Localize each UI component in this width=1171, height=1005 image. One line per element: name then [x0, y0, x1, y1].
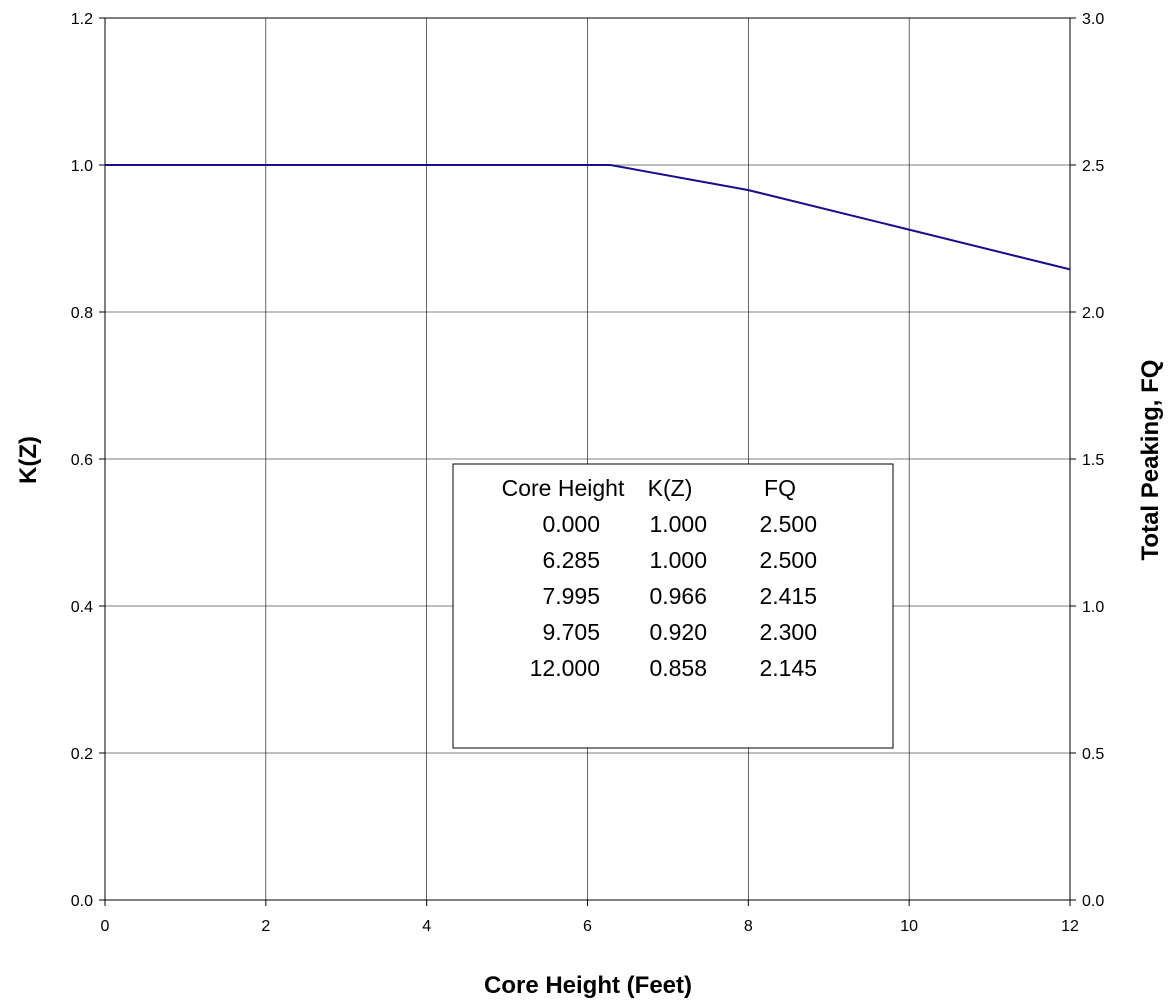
table-cell: 2.415 — [759, 583, 817, 609]
table-cell: 1.000 — [649, 547, 707, 573]
x-tick-label: 0 — [101, 918, 110, 935]
y2-tick-label: 1.0 — [1082, 599, 1104, 616]
x-tick-label: 8 — [744, 918, 753, 935]
y-tick-label: 0.4 — [71, 599, 93, 616]
table-cell: 1.000 — [649, 511, 707, 537]
kz-series-line — [105, 164, 1071, 271]
table-cell: 0.920 — [649, 619, 707, 645]
x-tick-label: 2 — [261, 918, 270, 935]
y2-tick-label: 2.5 — [1082, 158, 1104, 175]
y-tick-label: 1.0 — [71, 158, 93, 175]
y-tick-label: 0.8 — [71, 305, 93, 322]
table-cell: 0.858 — [649, 655, 707, 681]
table-box-border — [452, 463, 894, 749]
table-cell: 12.000 — [530, 655, 600, 681]
x-tick-label: 12 — [1061, 918, 1079, 935]
table-cell: 2.500 — [759, 511, 817, 537]
y2-tick-label: 0.5 — [1082, 746, 1104, 763]
y2-tick-label: 0.0 — [1082, 893, 1104, 910]
y-axis-title: K(Z) — [15, 436, 42, 484]
x-tick-label: 10 — [900, 918, 918, 935]
x-axis-title: Core Height (Feet) — [484, 972, 692, 999]
table-cell: 0.966 — [649, 583, 707, 609]
table-cell: 2.145 — [759, 655, 817, 681]
y2-axis-title: Total Peaking, FQ — [1137, 360, 1164, 561]
table-cell: 2.500 — [759, 547, 817, 573]
y2-tick-label: 1.5 — [1082, 452, 1104, 469]
grid-lines — [104, 17, 1071, 901]
table-header-cell: K(Z) — [648, 475, 693, 501]
data-table-box: Core Height K(Z) FQ 0.000 1.000 2.500 6.285 1.0… — [452, 463, 894, 749]
axis-ticks: 0 2 4 6 8 10 120.00.20.40.60.81.01.20.00.51.01… — [71, 11, 1105, 935]
x-tick-label: 4 — [422, 918, 431, 935]
table-cell: 6.285 — [542, 547, 600, 573]
y-tick-label: 1.2 — [71, 11, 93, 28]
table-cell: 0.000 — [542, 511, 600, 537]
series-lines — [105, 164, 1071, 271]
table-header-cell: FQ — [764, 475, 796, 501]
y-tick-label: 0.2 — [71, 746, 93, 763]
table-header-cell: Core Height — [502, 475, 625, 501]
y-tick-label: 0.6 — [71, 452, 93, 469]
y2-tick-label: 3.0 — [1082, 11, 1104, 28]
table-cell: 9.705 — [542, 619, 600, 645]
y2-tick-label: 2.0 — [1082, 305, 1104, 322]
x-tick-label: 6 — [583, 918, 592, 935]
table-cell: 2.300 — [759, 619, 817, 645]
table-cell: 7.995 — [542, 583, 600, 609]
y-tick-label: 0.0 — [71, 893, 93, 910]
